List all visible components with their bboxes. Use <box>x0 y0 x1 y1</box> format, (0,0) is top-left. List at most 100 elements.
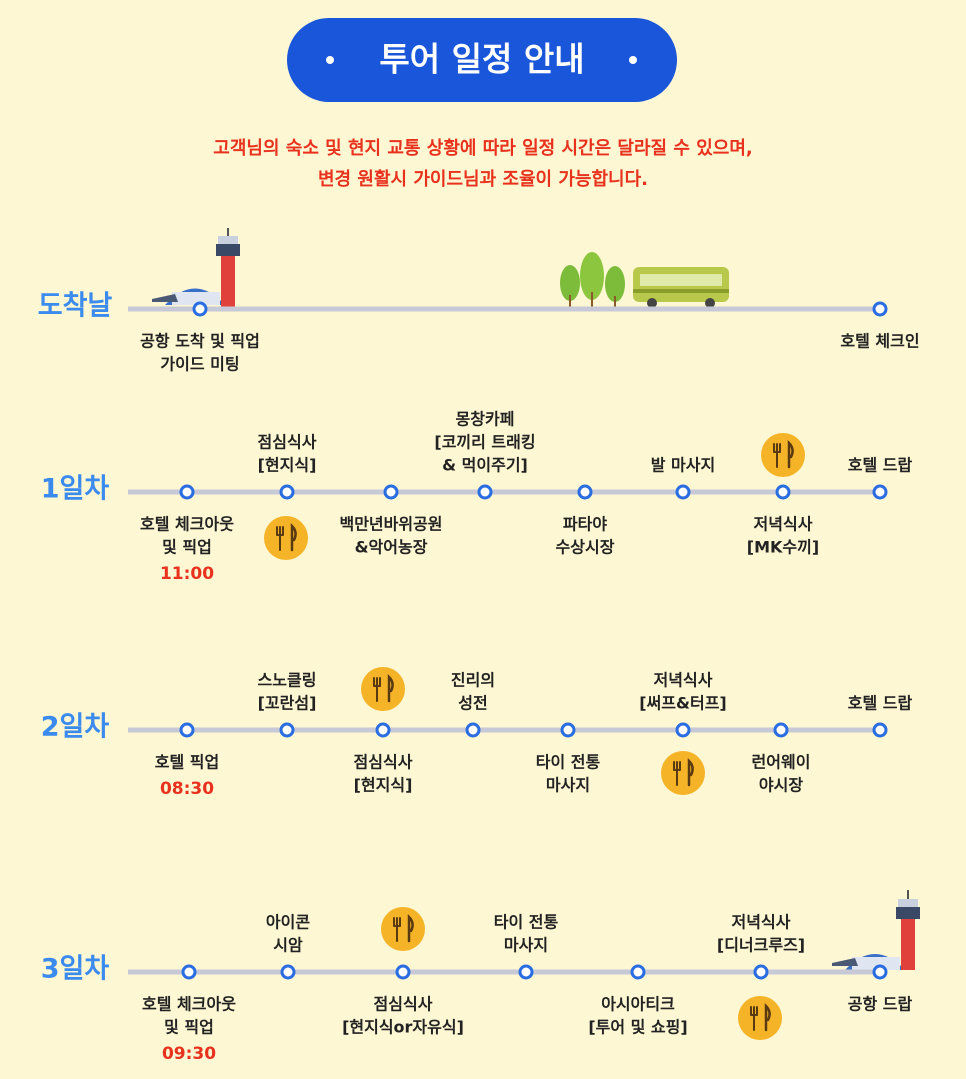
stop-label: 타이 전통 <box>536 753 601 772</box>
stop-dot <box>375 722 391 738</box>
stop-dot <box>181 964 197 980</box>
knife <box>787 439 794 469</box>
stop-label: [꼬란섬] <box>258 694 317 713</box>
knife <box>387 673 394 703</box>
stop-label: 스노클링 <box>258 671 317 690</box>
knife <box>407 913 414 943</box>
stop-label: [현지식] <box>258 456 317 475</box>
stop-dot <box>675 484 691 500</box>
stop-label: [코끼리 트래킹 <box>434 433 535 452</box>
stop-label: [MK수끼] <box>747 538 819 557</box>
stop-label: [투어 및 쇼핑] <box>588 1018 687 1037</box>
stop-dot <box>577 484 593 500</box>
stop-label: 아시아티크 <box>601 995 675 1014</box>
stop-label: 저녁식사 <box>654 671 713 690</box>
stop-label: 야시장 <box>759 776 803 795</box>
stop-label: 저녁식사 <box>732 913 791 932</box>
trees-icon <box>560 252 625 307</box>
stop-label: 시암 <box>273 936 303 955</box>
meal-circle <box>661 751 705 795</box>
fork <box>773 443 781 468</box>
stop-label: [현지식or자유식] <box>342 1018 464 1037</box>
stop-dot <box>477 484 493 500</box>
stop-label: 및 픽업 <box>164 1018 214 1037</box>
stop-dot <box>775 484 791 500</box>
stop-dot <box>872 964 888 980</box>
stop-label: 호텔 체크인 <box>840 332 919 351</box>
stop-dot <box>518 964 534 980</box>
stop-label: [써프&터프] <box>639 694 726 713</box>
stop-label: 파타야 <box>563 515 607 534</box>
stop-label: &악어농장 <box>355 538 428 557</box>
notice: 고객님의 숙소 및 현지 교통 상황에 따라 일정 시간은 달라질 수 있으며, <box>213 138 752 159</box>
title: 투어 일정 안내 <box>379 40 584 79</box>
day-label: 3일차 <box>41 954 110 985</box>
day-label: 2일차 <box>41 712 110 743</box>
stop-label: 런어웨이 <box>752 753 811 772</box>
stop-label: 마사지 <box>546 776 590 795</box>
stop-label: 수상시장 <box>556 538 615 557</box>
stop-label: 몽창카페 <box>456 410 515 429</box>
stop-time: 11:00 <box>160 564 214 584</box>
meal-icon <box>738 996 782 1040</box>
stop-dot <box>192 301 208 317</box>
meal-circle <box>264 516 308 560</box>
stop-dot <box>179 484 195 500</box>
stop-label: [현지식] <box>354 776 413 795</box>
stop-label: 진리의 <box>451 671 495 690</box>
stop-label: 가이드 미팅 <box>160 355 239 374</box>
knife <box>290 522 297 552</box>
stop-label: 마사지 <box>504 936 548 955</box>
stop-dot <box>179 722 195 738</box>
meal-icon <box>761 433 805 477</box>
stop-label: 저녁식사 <box>754 515 813 534</box>
stop-label: 타이 전통 <box>494 913 559 932</box>
stop-dot <box>630 964 646 980</box>
fork <box>673 761 681 786</box>
stop-label: 점심식사 <box>374 995 433 1014</box>
fork <box>373 677 381 702</box>
stop-dot <box>773 722 789 738</box>
stop-label: & 먹이주기] <box>442 456 528 475</box>
notice: 변경 원활시 가이드님과 조율이 가능합니다. <box>318 168 648 190</box>
fork <box>393 917 401 942</box>
stop-label: [디너크루즈] <box>717 936 805 955</box>
stop-label: 호텔 체크아웃 <box>142 995 236 1014</box>
stop-label: 호텔 픽업 <box>155 753 219 772</box>
stop-label: 성전 <box>458 694 487 713</box>
stop-label: 호텔 체크아웃 <box>140 515 234 534</box>
meal-circle <box>361 667 405 711</box>
stop-label: 및 픽업 <box>162 538 212 557</box>
stop-time: 08:30 <box>160 779 214 799</box>
meal-circle <box>381 907 425 951</box>
stop-dot <box>872 484 888 500</box>
meal-icon <box>264 516 308 560</box>
stop-dot <box>560 722 576 738</box>
stop-dot <box>675 722 691 738</box>
stop-label: 호텔 드랍 <box>848 694 913 713</box>
stop-dot <box>280 964 296 980</box>
stop-label: 공항 드랍 <box>848 995 913 1014</box>
stop-dot <box>395 964 411 980</box>
stop-label: 발 마사지 <box>651 456 715 475</box>
meal-icon <box>361 667 405 711</box>
stop-dot <box>872 722 888 738</box>
stop-label: 백만년바위공원 <box>339 515 442 534</box>
stop-dot <box>383 484 399 500</box>
bus-icon <box>633 267 729 308</box>
stop-dot <box>465 722 481 738</box>
meal-icon <box>381 907 425 951</box>
stop-dot <box>872 301 888 317</box>
meal-icon <box>661 751 705 795</box>
airport-icon <box>832 890 920 970</box>
day-label: 1일차 <box>41 474 110 505</box>
day-label: 도착날 <box>38 291 113 322</box>
stop-dot <box>753 964 769 980</box>
stop-dot <box>279 722 295 738</box>
stop-time: 09:30 <box>162 1044 216 1064</box>
title-dot <box>629 56 637 64</box>
fork <box>276 526 284 551</box>
stop-dot <box>279 484 295 500</box>
meal-circle <box>761 433 805 477</box>
